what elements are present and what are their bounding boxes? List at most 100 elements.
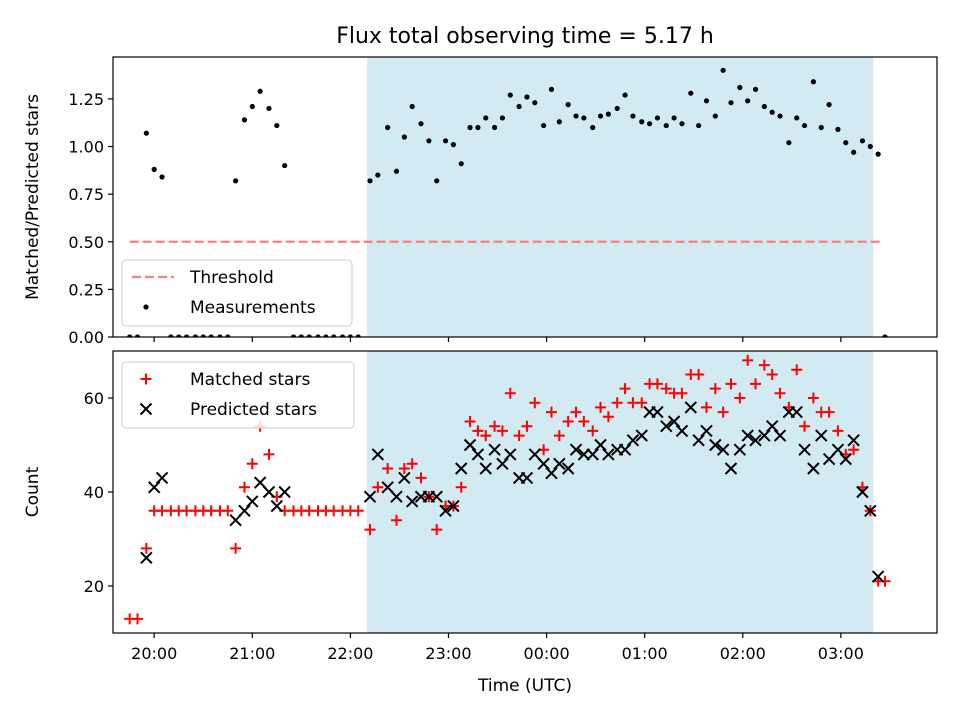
- measurement-point: [442, 138, 449, 144]
- x-tick-label: 03:00: [818, 644, 864, 663]
- predicted-star-point: [871, 570, 885, 583]
- predicted-star-point: [504, 448, 517, 461]
- measurement-point: [183, 334, 190, 337]
- measurement-point: [266, 105, 272, 112]
- measurement-point: [777, 113, 783, 119]
- predicted-star-point: [398, 471, 411, 485]
- measurement-point: [679, 121, 685, 127]
- matched-star-point: [263, 448, 275, 460]
- chart-title: Flux total observing time = 5.17 h: [336, 24, 714, 49]
- matched-star-point: [611, 397, 623, 409]
- measurement-point: [306, 334, 312, 337]
- measurement-point: [315, 334, 321, 337]
- count-panel: 20 40 60 20:00 21:00 22:00 23:00 00:00 01:00 02:0…: [23, 350, 938, 663]
- matched-star-point: [693, 369, 705, 380]
- measurement-point: [867, 143, 873, 150]
- matched-star-point: [390, 514, 402, 526]
- matched-star-point: [717, 406, 729, 418]
- measurement-point: [176, 334, 182, 337]
- measurement-point: [556, 119, 562, 125]
- predicted-star-point: [561, 462, 575, 475]
- y-tick-label: 20: [84, 577, 104, 596]
- matched-star-point: [562, 416, 574, 427]
- measurement-point: [217, 334, 223, 337]
- matched-star-point: [823, 406, 835, 418]
- measurement-point: [475, 124, 481, 131]
- predicted-star-point: [430, 490, 443, 503]
- top-legend: Threshold Measurements: [121, 259, 353, 327]
- x-tick-label: 23:00: [425, 644, 471, 663]
- measurement-point: [426, 138, 432, 144]
- matched-star-point: [415, 472, 427, 484]
- matched-star-point: [455, 481, 467, 493]
- predicted-star-point: [447, 499, 460, 513]
- matched-star-point: [700, 401, 712, 413]
- predicted-star-point: [238, 504, 251, 518]
- matched-star-point: [352, 505, 364, 517]
- predicted-star-point: [709, 438, 722, 452]
- predicted-star-point: [758, 429, 771, 442]
- matched-star-point: [660, 383, 672, 395]
- matched-star-point: [750, 378, 762, 390]
- measurement-point: [605, 111, 611, 117]
- legend-label: Predicted stars: [190, 400, 317, 420]
- predicted-star-point: [455, 462, 468, 475]
- y-tick-label: 40: [84, 483, 104, 502]
- measurement-point: [331, 334, 337, 337]
- matched-star-point: [132, 613, 144, 625]
- predicted-star-point: [371, 448, 385, 461]
- predicted-star-point: [439, 504, 452, 518]
- legend-matched-swatch: [140, 373, 152, 385]
- y-tick-label: 0.00: [68, 328, 104, 347]
- matched-star-point: [513, 430, 525, 442]
- measurement-point: [859, 138, 866, 144]
- matched-star-point: [504, 387, 516, 399]
- measurement-point: [524, 94, 530, 100]
- predicted-star-point: [798, 443, 811, 456]
- matched-star-point: [545, 406, 557, 418]
- matched-star-point: [578, 416, 590, 427]
- predicted-star-point: [773, 429, 787, 442]
- predicted-star-point: [537, 457, 550, 471]
- measurement-point: [249, 103, 255, 110]
- matched-star-point: [464, 416, 476, 427]
- matched-star-point: [595, 401, 607, 413]
- predicted-star-point: [140, 551, 153, 565]
- measurement-point: [728, 100, 734, 106]
- predicted-star-point: [390, 490, 403, 503]
- matched-star-point: [774, 387, 786, 399]
- measurement-point: [290, 334, 297, 337]
- measurement-point: [688, 90, 694, 96]
- y-tick-label: 0.25: [68, 280, 104, 299]
- measurement-point: [499, 115, 506, 121]
- predicted-star-point: [700, 424, 713, 438]
- x-tick-label: 22:00: [327, 644, 373, 663]
- measurement-point: [401, 134, 407, 140]
- predicted-star-point: [856, 485, 869, 499]
- predicted-star-point: [278, 485, 291, 499]
- measurement-point: [434, 178, 440, 184]
- predicted-star-point: [363, 490, 377, 503]
- matched-star-point: [480, 430, 492, 442]
- measurement-point: [507, 92, 513, 98]
- measurement-point: [794, 115, 800, 121]
- measurement-point: [159, 174, 165, 180]
- matched-star-point: [382, 463, 394, 474]
- predicted-star-point: [463, 438, 477, 452]
- matched-star-point: [140, 542, 152, 554]
- predicted-star-point: [667, 415, 681, 428]
- measurement-point: [573, 113, 579, 119]
- predicted-star-point: [545, 466, 558, 480]
- legend-predicted-swatch: [139, 402, 153, 416]
- matched-star-point: [636, 397, 648, 409]
- measurement-point: [818, 124, 824, 131]
- predicted-star-point: [488, 443, 501, 456]
- matched-star-point: [372, 481, 384, 493]
- measurement-point: [483, 115, 489, 121]
- predicted-star-point: [602, 448, 615, 461]
- predicted-star-point: [815, 429, 828, 442]
- measurement-point: [257, 88, 263, 94]
- measurement-point: [835, 126, 841, 132]
- measurement-point: [298, 334, 304, 337]
- measurement-point: [703, 98, 710, 104]
